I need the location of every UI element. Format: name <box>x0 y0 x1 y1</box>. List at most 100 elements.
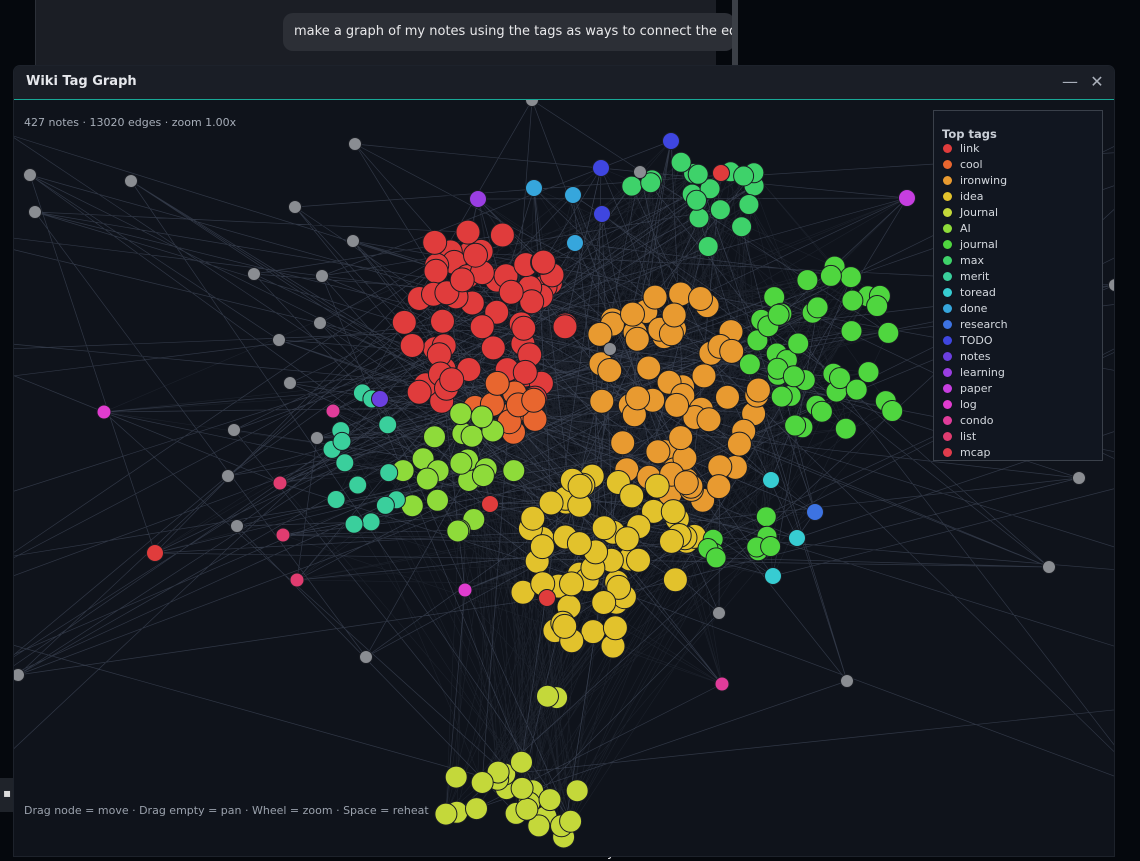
graph-node[interactable] <box>642 284 668 310</box>
graph-node[interactable] <box>310 431 324 445</box>
graph-node[interactable] <box>796 269 819 292</box>
graph-node[interactable] <box>538 490 564 516</box>
graph-node[interactable] <box>841 289 864 312</box>
graph-node[interactable] <box>423 425 446 449</box>
graph-node[interactable] <box>621 175 643 197</box>
minimize-button[interactable]: — <box>1060 72 1080 92</box>
graph-node[interactable] <box>325 403 341 419</box>
graph-node[interactable] <box>313 316 327 330</box>
graph-node[interactable] <box>733 165 755 187</box>
graph-node[interactable] <box>371 390 389 408</box>
graph-node[interactable] <box>592 159 610 177</box>
graph-node[interactable] <box>406 379 432 405</box>
graph-node[interactable] <box>644 473 670 499</box>
graph-node[interactable] <box>1108 278 1115 292</box>
graph-node[interactable] <box>636 355 662 381</box>
graph-node[interactable] <box>697 236 719 257</box>
graph-node[interactable] <box>335 453 355 473</box>
graph-node[interactable] <box>359 650 373 664</box>
graph-node[interactable] <box>661 302 687 328</box>
graph-node[interactable] <box>378 415 398 435</box>
graph-canvas[interactable]: 427 notes · 13020 edges · zoom 1.00x Dra… <box>14 93 1115 856</box>
graph-node[interactable] <box>829 367 851 390</box>
graph-node[interactable] <box>430 308 455 334</box>
chat-side-button[interactable]: ▪ <box>0 778 16 812</box>
graph-node[interactable] <box>738 353 761 376</box>
graph-node[interactable] <box>709 199 731 221</box>
graph-node[interactable] <box>470 771 494 794</box>
graph-node[interactable] <box>348 137 362 151</box>
graph-node[interactable] <box>659 528 684 554</box>
graph-node[interactable] <box>640 172 662 194</box>
graph-node[interactable] <box>469 190 487 208</box>
graph-node[interactable] <box>696 407 722 433</box>
graph-node[interactable] <box>566 531 592 557</box>
graph-node[interactable] <box>426 488 449 512</box>
graph-node[interactable] <box>662 567 688 593</box>
graph-node[interactable] <box>449 451 473 475</box>
graph-node[interactable] <box>877 321 900 344</box>
graph-node[interactable] <box>845 378 868 401</box>
chat-scrollbar[interactable] <box>732 0 738 66</box>
graph-node[interactable] <box>819 264 842 287</box>
graph-svg[interactable] <box>14 93 1115 856</box>
graph-node[interactable] <box>564 186 582 204</box>
graph-node[interactable] <box>511 315 537 341</box>
graph-node[interactable] <box>552 613 578 639</box>
graph-node[interactable] <box>230 519 244 533</box>
graph-node[interactable] <box>755 506 777 528</box>
graph-node[interactable] <box>538 589 556 607</box>
graph-node[interactable] <box>124 174 138 188</box>
graph-node[interactable] <box>465 797 488 821</box>
graph-node[interactable] <box>726 431 752 457</box>
graph-node[interactable] <box>714 676 730 692</box>
graph-node[interactable] <box>422 229 448 255</box>
graph-node[interactable] <box>515 797 539 821</box>
graph-node[interactable] <box>489 222 515 248</box>
graph-node[interactable] <box>288 200 302 214</box>
graph-node[interactable] <box>469 314 495 340</box>
graph-node[interactable] <box>620 301 645 327</box>
graph-node[interactable] <box>529 534 555 560</box>
graph-node[interactable] <box>525 179 543 197</box>
graph-node[interactable] <box>14 668 25 682</box>
graph-node[interactable] <box>272 333 286 347</box>
graph-node[interactable] <box>559 571 584 597</box>
graph-node[interactable] <box>784 414 807 437</box>
graph-node[interactable] <box>715 384 740 410</box>
graph-node[interactable] <box>480 335 506 361</box>
graph-node[interactable] <box>881 400 904 422</box>
graph-node[interactable] <box>712 606 726 620</box>
graph-node[interactable] <box>463 242 488 268</box>
graph-node[interactable] <box>688 286 713 311</box>
graph-node[interactable] <box>593 205 611 223</box>
graph-node[interactable] <box>673 470 699 496</box>
graph-node[interactable] <box>449 267 475 293</box>
graph-node[interactable] <box>606 574 632 600</box>
graph-node[interactable] <box>1042 560 1056 574</box>
graph-node[interactable] <box>510 776 534 800</box>
graph-node[interactable] <box>589 388 615 414</box>
graph-node[interactable] <box>619 483 645 509</box>
graph-node[interactable] <box>439 367 465 393</box>
graph-node[interactable] <box>221 469 235 483</box>
graph-node[interactable] <box>510 750 533 774</box>
graph-node[interactable] <box>559 809 583 833</box>
graph-node[interactable] <box>96 404 112 420</box>
graph-node[interactable] <box>498 279 524 305</box>
graph-node[interactable] <box>625 385 651 411</box>
graph-node[interactable] <box>527 814 551 838</box>
graph-node[interactable] <box>502 459 526 483</box>
graph-node[interactable] <box>597 358 623 383</box>
graph-node[interactable] <box>731 216 753 238</box>
graph-node[interactable] <box>512 359 538 385</box>
graph-node[interactable] <box>645 439 671 465</box>
graph-node[interactable] <box>840 320 863 343</box>
graph-node[interactable] <box>484 370 510 396</box>
graph-node[interactable] <box>591 590 617 615</box>
title-bar[interactable]: Wiki Tag Graph — ✕ <box>14 66 1114 100</box>
graph-node[interactable] <box>471 464 495 488</box>
graph-node[interactable] <box>375 495 395 515</box>
graph-node[interactable] <box>227 423 241 437</box>
graph-node[interactable] <box>444 765 468 789</box>
